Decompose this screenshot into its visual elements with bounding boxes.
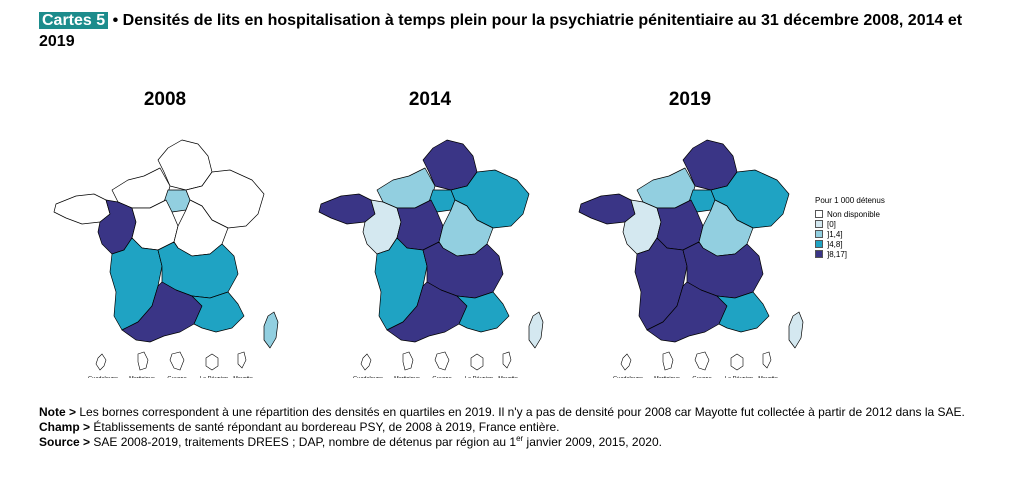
legend-swatch xyxy=(815,220,823,228)
region-bre xyxy=(318,193,376,225)
map-legend: Pour 1 000 détenus Non disponible [0] ]1… xyxy=(815,195,885,259)
legend-swatch xyxy=(815,210,823,218)
map-year-label: 2008 xyxy=(143,89,187,110)
region-paca xyxy=(191,291,245,333)
legend-label: [0] xyxy=(827,219,836,229)
map-svg: Guadeloupe Martinique Guyane La Réunion Mayo… xyxy=(578,139,804,378)
overseas-reu xyxy=(470,353,484,371)
page-title: Cartes 5 • Densités de lits en hospitali… xyxy=(39,10,999,52)
champ-label: Champ > xyxy=(39,420,91,434)
overseas-may xyxy=(502,351,512,369)
legend-swatch xyxy=(815,250,823,258)
source-text-end: janvier 2009, 2015, 2020. xyxy=(523,435,662,449)
legend-item: ]8,17] xyxy=(815,249,885,259)
overseas-label-reu: La Réunion xyxy=(725,376,753,378)
region-paca xyxy=(456,291,510,333)
legend-item: ]1,4] xyxy=(815,229,885,239)
figure-title-text: • Densités de lits en hospitalisation à … xyxy=(39,12,963,50)
note-label: Note > xyxy=(39,405,77,419)
map-svg: Guadeloupe Martinique Guyane La Réunion Mayo… xyxy=(318,139,544,378)
overseas-gua xyxy=(620,353,632,371)
region-cor xyxy=(528,311,544,349)
legend-item: ]4,8] xyxy=(815,239,885,249)
overseas-label-may: Mayotte xyxy=(233,376,253,378)
overseas-label-mar: Martinique xyxy=(129,376,155,378)
legend-title: Pour 1 000 détenus xyxy=(815,196,885,205)
source-line: Source > SAE 2008-2019, traitements DREE… xyxy=(39,435,999,450)
overseas-label-mar: Martinique xyxy=(654,376,680,378)
map-year-label: 2014 xyxy=(408,89,452,110)
source-label: Source > xyxy=(39,435,91,449)
legend-swatch xyxy=(815,240,823,248)
legend-item: Non disponible xyxy=(815,209,885,219)
source-superscript: er xyxy=(516,434,524,443)
legend-item: [0] xyxy=(815,219,885,229)
source-text: SAE 2008-2019, traitements DREES ; DAP, … xyxy=(90,435,517,449)
map-2008: 2008 Guadeloupe Martinique Guyane La Réunio… xyxy=(30,88,300,378)
champ-line: Champ > Établissements de santé répondan… xyxy=(39,420,999,435)
overseas-label-reu: La Réunion xyxy=(465,376,493,378)
map-2019: 2019 Guadeloupe Martinique Guyane La Réunio… xyxy=(555,88,825,378)
region-bre xyxy=(578,193,636,225)
overseas-gua xyxy=(360,353,372,371)
overseas-label-may: Mayotte xyxy=(498,376,518,378)
map-svg: Guadeloupe Martinique Guyane La Réunion Mayo… xyxy=(53,139,279,378)
region-bre xyxy=(53,193,111,225)
footnotes: Note > Les bornes correspondent à une ré… xyxy=(39,405,999,450)
overseas-label-gua: Guadeloupe xyxy=(613,376,643,378)
overseas-mar xyxy=(402,351,414,371)
overseas-label-mar: Martinique xyxy=(394,376,420,378)
region-cor xyxy=(263,311,279,349)
legend-label: Non disponible xyxy=(827,209,880,219)
overseas-label-gua: Guadeloupe xyxy=(353,376,383,378)
champ-text: Établissements de santé répondant au bor… xyxy=(90,420,560,434)
legend-label: ]8,17] xyxy=(827,249,848,259)
overseas-guy xyxy=(169,351,185,371)
overseas-guy xyxy=(434,351,450,371)
note-line: Note > Les bornes correspondent à une ré… xyxy=(39,405,999,420)
overseas-gua xyxy=(95,353,107,371)
overseas-label-guy: Guyane xyxy=(167,376,186,378)
overseas-label-reu: La Réunion xyxy=(200,376,228,378)
region-cor xyxy=(788,311,804,349)
overseas-reu xyxy=(205,353,219,371)
overseas-label-guy: Guyane xyxy=(692,376,711,378)
overseas-mar xyxy=(662,351,674,371)
overseas-may xyxy=(762,351,772,369)
overseas-mar xyxy=(137,351,149,371)
overseas-label-gua: Guadeloupe xyxy=(88,376,118,378)
legend-label: ]1,4] xyxy=(827,229,843,239)
map-2014: 2014 Guadeloupe Martinique Guyane La Réunio… xyxy=(295,88,565,378)
legend-label: ]4,8] xyxy=(827,239,843,249)
overseas-reu xyxy=(730,353,744,371)
overseas-guy xyxy=(694,351,710,371)
overseas-label-guy: Guyane xyxy=(432,376,451,378)
overseas-label-may: Mayotte xyxy=(758,376,778,378)
overseas-may xyxy=(237,351,247,369)
legend-swatch xyxy=(815,230,823,238)
region-paca xyxy=(716,291,770,333)
map-year-label: 2019 xyxy=(668,89,712,110)
note-text: Les bornes correspondent à une répartiti… xyxy=(76,405,965,419)
figure-badge: Cartes 5 xyxy=(39,12,109,29)
